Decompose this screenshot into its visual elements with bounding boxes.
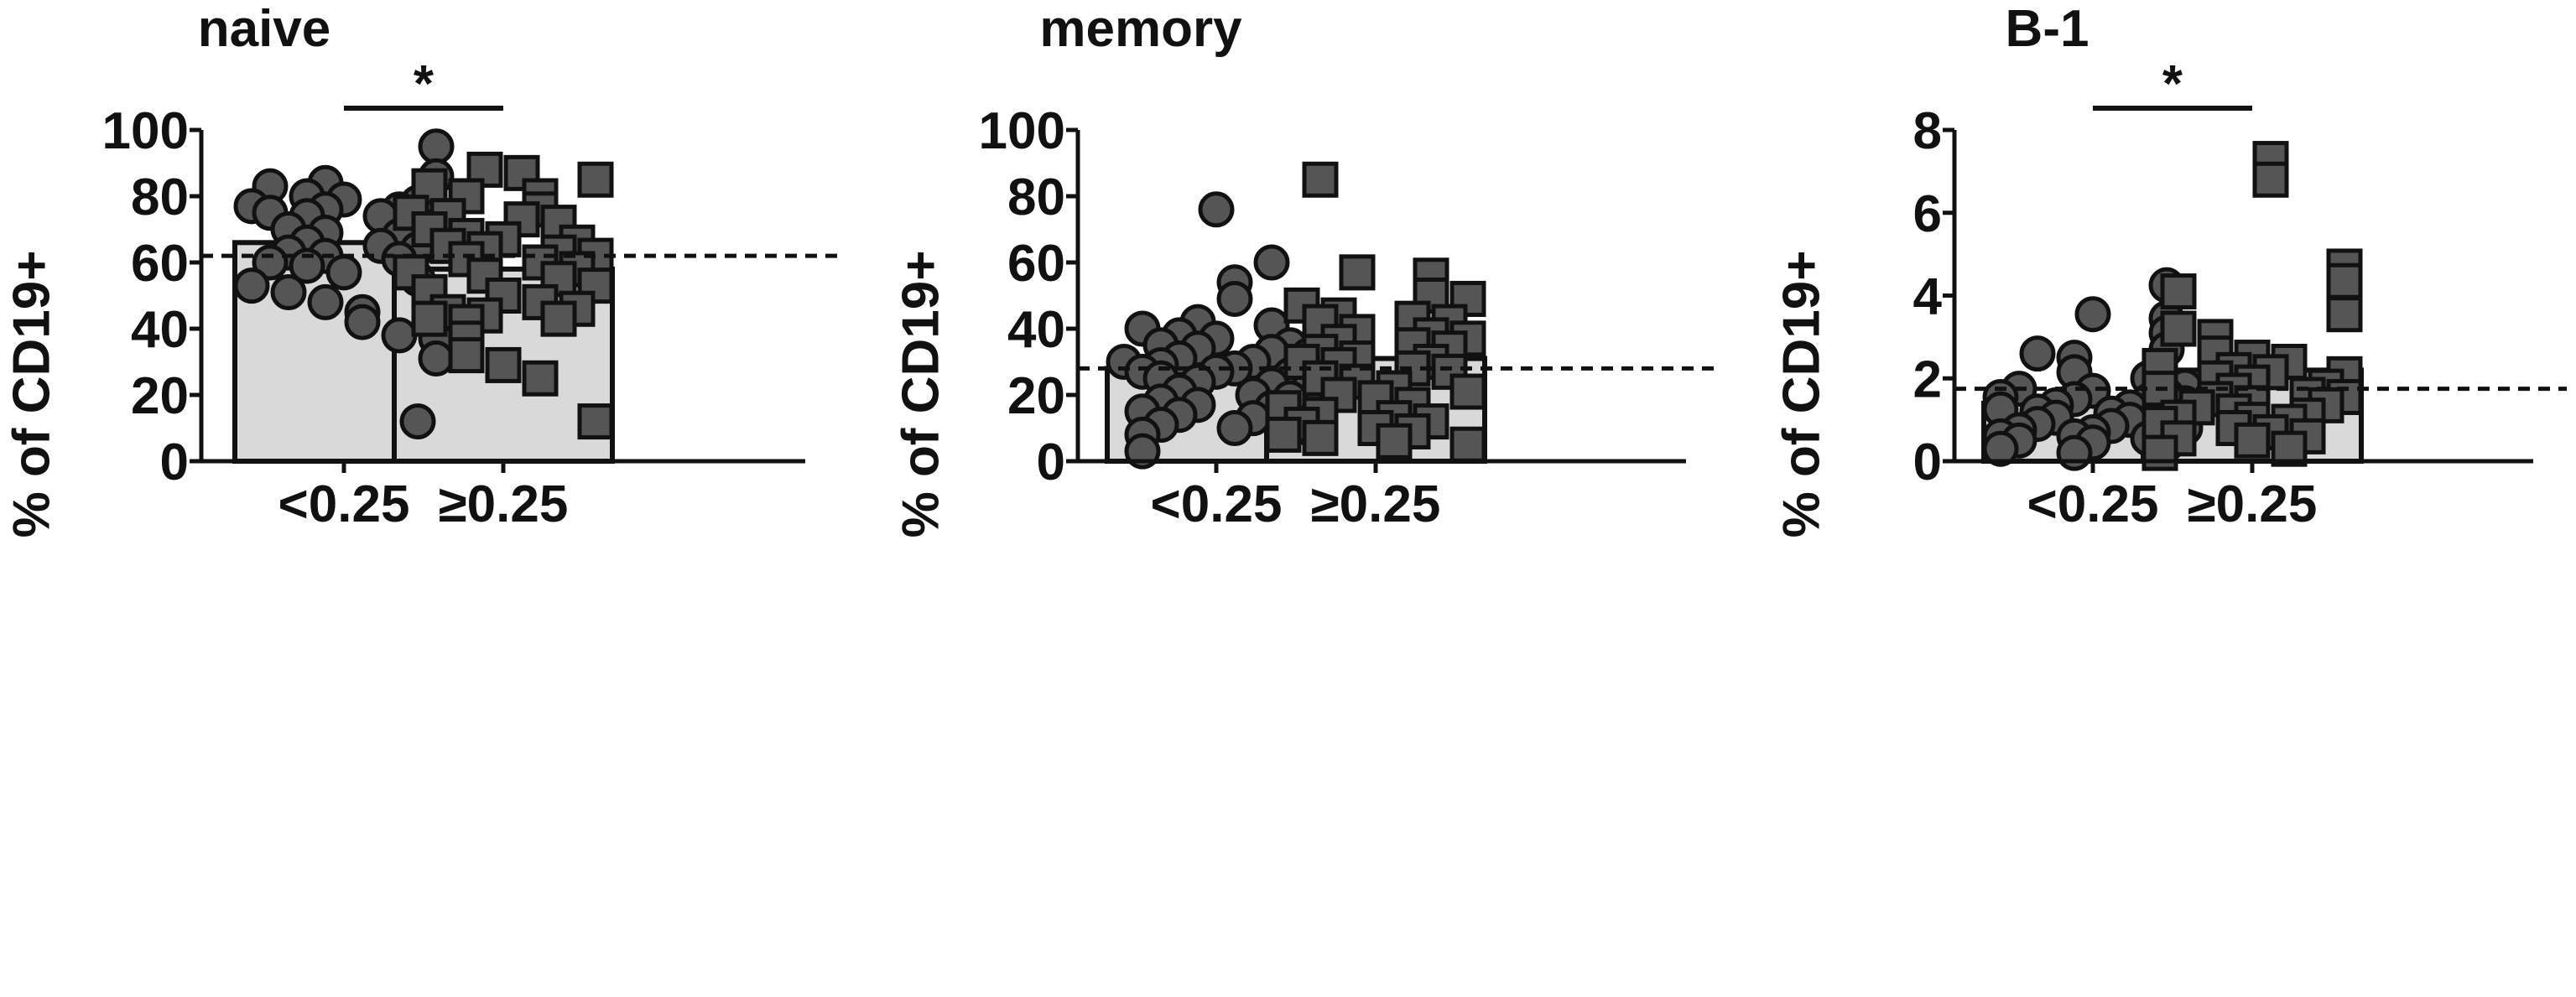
point-square xyxy=(1302,419,1339,456)
point-circle xyxy=(307,283,344,320)
x-category-label: <0.25 xyxy=(1151,475,1283,533)
point-square xyxy=(522,360,559,397)
panel-title: memory xyxy=(1039,0,1242,58)
x-category-label: ≥0.25 xyxy=(2188,475,2318,533)
point-square xyxy=(448,337,485,374)
point-circle xyxy=(399,403,436,440)
panel-memory: memory % of CD19+ 0 20 40 60 80 100 <0.25 ≥0.25 xyxy=(889,0,1728,997)
point-square xyxy=(1376,423,1413,460)
point-square xyxy=(2326,262,2363,299)
point-circle xyxy=(1253,244,1290,281)
point-circle xyxy=(418,340,455,377)
y-tick-label: 80 xyxy=(131,169,189,226)
plot-b1: 0 2 4 6 8 <0.25 ≥0.25 * xyxy=(1913,55,2567,533)
y-tick-label: 40 xyxy=(1007,301,1065,359)
x-category-label: ≥0.25 xyxy=(1311,475,1441,533)
point-circle xyxy=(1216,410,1253,446)
point-circle xyxy=(1198,191,1235,228)
point-square xyxy=(1449,426,1486,463)
plot-memory: 0 20 40 60 80 100 <0.25 ≥0.25 xyxy=(979,102,1720,533)
point-square xyxy=(577,267,614,304)
point-circle xyxy=(325,254,362,291)
y-tick-label: 0 xyxy=(1037,434,1065,491)
point-circle xyxy=(344,304,381,340)
point-circle xyxy=(1982,430,2019,467)
point-square xyxy=(1431,353,1468,390)
point-square xyxy=(2252,161,2289,198)
point-square xyxy=(2326,296,2363,333)
y-tick-label: 8 xyxy=(1913,102,1942,160)
y-tick-label: 0 xyxy=(1913,434,1942,491)
y-tick-label: 6 xyxy=(1913,185,1942,243)
point-square xyxy=(2141,434,2178,471)
point-square xyxy=(1265,416,1302,453)
y-tick-label: 60 xyxy=(131,235,189,293)
point-square xyxy=(411,300,448,337)
point-square xyxy=(540,300,577,337)
point-square xyxy=(411,168,448,205)
y-tick-label: 100 xyxy=(979,102,1065,160)
y-tick-label: 60 xyxy=(1007,235,1065,293)
point-square xyxy=(503,201,540,238)
panel-b1: B-1 % of CD19+ 0 2 4 6 8 <0.25 ≥0.25 * xyxy=(1770,0,2576,997)
point-square xyxy=(1449,373,1486,410)
y-tick-label: 20 xyxy=(1007,367,1065,425)
point-square xyxy=(2160,310,2197,347)
significance-label: * xyxy=(2162,55,2183,113)
point-circle xyxy=(2074,296,2111,333)
y-tick-label: 2 xyxy=(1913,351,1942,408)
point-square xyxy=(1302,161,1339,198)
y-tick-label: 100 xyxy=(102,102,189,160)
point-circle xyxy=(289,247,325,284)
point-square xyxy=(577,161,614,198)
point-square xyxy=(2234,422,2271,459)
point-circle xyxy=(418,128,455,165)
panel-title: naive xyxy=(197,0,331,58)
significance-label: * xyxy=(414,55,435,113)
point-square xyxy=(577,403,614,440)
panel-title: B-1 xyxy=(2005,0,2089,58)
point-circle xyxy=(233,267,270,304)
y-tick-label: 4 xyxy=(1913,268,1943,326)
x-category-label: <0.25 xyxy=(278,475,410,533)
panel-naive: naive % of CD19+ 0 20 40 60 80 100 <0.25 ≥0.25 * xyxy=(0,0,864,997)
point-square xyxy=(1339,254,1376,291)
y-tick-label: 0 xyxy=(160,434,189,491)
y-tick-label: 20 xyxy=(131,367,189,425)
point-circle xyxy=(270,274,307,311)
x-category-label: ≥0.25 xyxy=(439,475,569,533)
point-square xyxy=(2160,273,2197,310)
y-tick-label: 40 xyxy=(131,301,189,359)
y-tick-label: 80 xyxy=(1007,169,1065,226)
x-category-label: <0.25 xyxy=(2027,475,2159,533)
point-circle xyxy=(1216,280,1253,317)
point-square xyxy=(466,257,503,294)
point-square xyxy=(485,346,522,383)
point-circle xyxy=(2056,434,2093,471)
point-square xyxy=(540,261,577,298)
point-circle xyxy=(2019,335,2056,372)
point-circle xyxy=(381,317,418,354)
plot-naive: 0 20 40 60 80 100 <0.25 ≥0.25 * xyxy=(102,55,839,533)
